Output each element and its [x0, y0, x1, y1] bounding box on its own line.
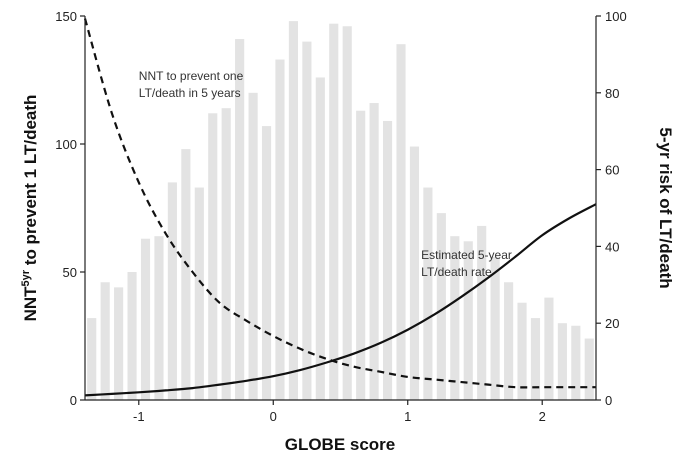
y-left-tick-label: 50	[63, 265, 77, 280]
histogram-bar	[221, 108, 231, 400]
nnt-dashed-curve	[83, 18, 596, 389]
histogram-bar	[436, 213, 446, 400]
nnt-curve-annotation: NNT to prevent one LT/death in 5 years	[139, 69, 244, 100]
annotation-line: LT/death rate	[421, 265, 492, 279]
histogram-bar	[504, 282, 514, 400]
y-left-tick-label: 100	[55, 137, 77, 152]
risk-solid-curve	[84, 203, 597, 397]
histogram-bar	[261, 126, 272, 400]
histogram-bar	[342, 26, 352, 401]
y-axis-right-title: 5-yr risk of LT/death	[656, 127, 675, 288]
annotation-line: LT/death in 5 years	[139, 86, 241, 100]
y-right-tick-label: 40	[605, 239, 619, 254]
histogram-bar	[557, 323, 567, 400]
histogram-bar	[571, 325, 581, 400]
histogram-bar	[356, 110, 366, 400]
histogram-bar	[517, 302, 527, 400]
histogram-bar	[127, 272, 137, 400]
histogram-bar	[450, 236, 460, 400]
histogram-bar	[463, 241, 473, 400]
histogram-bar	[477, 225, 487, 400]
risk-curve-annotation: Estimated 5-year LT/death rate	[421, 248, 512, 279]
x-tick-label: -1	[133, 409, 145, 424]
histogram-bar	[167, 182, 177, 400]
histogram-bar	[288, 21, 298, 401]
histogram-bar	[409, 146, 420, 400]
histogram-bar	[302, 41, 312, 400]
annotations: NNT to prevent one LT/death in 5 years Est…	[139, 69, 512, 279]
y-right-tick-label: 80	[605, 86, 619, 101]
histogram-bar	[530, 318, 541, 400]
y-right-tick-label: 60	[605, 163, 619, 178]
histogram-bar	[423, 187, 433, 400]
y-axis-left-title: NNT5yr to prevent 1 LT/death	[20, 95, 40, 322]
histogram-bar	[396, 44, 406, 400]
histogram-bar	[315, 77, 325, 400]
histogram-bar	[208, 113, 218, 400]
histogram-bar	[140, 238, 151, 400]
y-axis-left-title-main: NNT	[21, 286, 40, 322]
histogram-bar	[114, 287, 124, 400]
axes	[84, 16, 597, 401]
y-axis-left-title-rest: to prevent 1 LT/death	[21, 95, 40, 270]
histogram-bar	[490, 256, 500, 400]
x-tick-label: 2	[539, 409, 546, 424]
histogram-bar	[382, 120, 393, 401]
y-axis-left-title-superscript: 5yr	[20, 269, 32, 286]
annotation-line: NNT to prevent one	[139, 69, 244, 83]
histogram-bar	[248, 92, 258, 401]
y-left-tick-label: 0	[70, 393, 77, 408]
histogram-bar	[87, 318, 97, 400]
y-right-tick-label: 100	[605, 9, 627, 24]
histogram-bar	[100, 282, 110, 400]
x-tick-label: 1	[404, 409, 411, 424]
histogram-bar	[154, 236, 164, 400]
x-tick-label: 0	[270, 409, 277, 424]
annotation-line: Estimated 5-year	[421, 248, 512, 262]
y-right-tick-label: 0	[605, 393, 612, 408]
y-right-tick-label: 20	[605, 316, 619, 331]
histogram-bar	[369, 103, 379, 400]
curves	[83, 18, 597, 397]
x-axis-title: GLOBE score	[285, 435, 396, 454]
histogram-bar	[544, 297, 554, 400]
histogram-bar	[181, 149, 191, 400]
histogram-bar	[329, 23, 339, 401]
histogram-bar	[194, 187, 204, 400]
histogram-bars	[87, 21, 594, 401]
histogram-bar	[584, 338, 594, 400]
y-left-tick-label: 150	[55, 9, 77, 24]
histogram-bar	[235, 39, 245, 400]
histogram-bar	[275, 59, 285, 401]
